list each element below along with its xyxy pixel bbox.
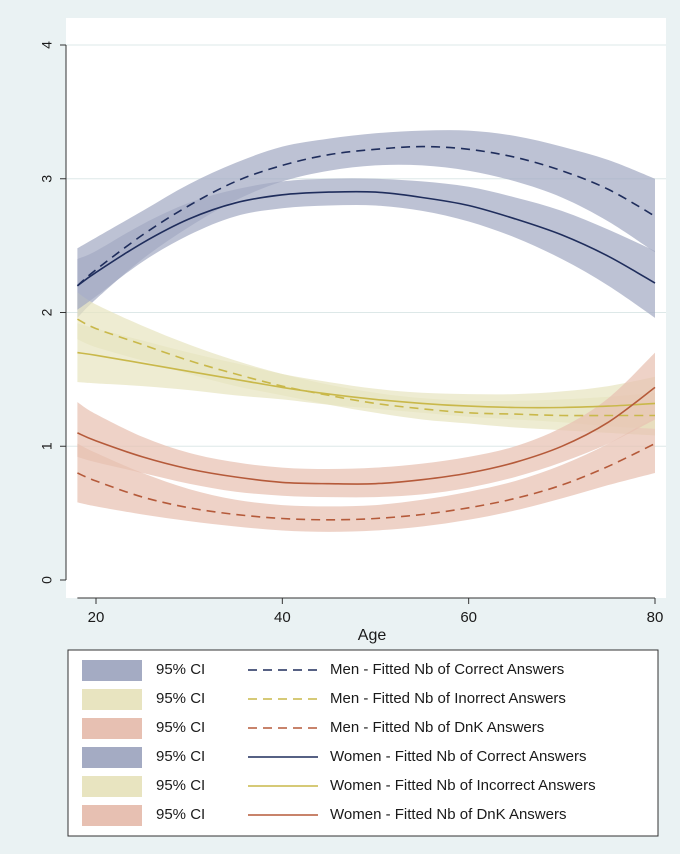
legend-ci-label: 95% CI [156, 690, 205, 707]
legend-series-label: Men - Fitted Nb of Inorrect Answers [330, 690, 566, 707]
legend-ci-label: 95% CI [156, 748, 205, 765]
x-axis-label: Age [358, 627, 387, 644]
legend-ci-swatch [82, 660, 142, 681]
legend-ci-swatch [82, 776, 142, 797]
legend-ci-swatch [82, 689, 142, 710]
x-tick-label: 80 [647, 609, 664, 626]
y-tick-label: 2 [39, 308, 55, 316]
legend-box [67, 649, 659, 837]
legend: 95% CI Men - Fitted Nb of Correct Answers… [67, 649, 659, 837]
x-tick-label: 60 [460, 609, 477, 626]
fitted-line-3 [76, 190, 656, 287]
legend-series-label: Women - Fitted Nb of DnK Answers [330, 806, 566, 823]
ci-band-5 [77, 352, 655, 498]
fitted-line-5 [77, 386, 656, 485]
ci-band-4 [77, 323, 655, 429]
confidence-bands [77, 130, 655, 532]
legend-ci-label: 95% CI [156, 806, 205, 823]
y-tick-label: 4 [39, 41, 55, 49]
legend-ci-label: 95% CI [156, 777, 205, 794]
ci-band-2 [77, 416, 655, 532]
legend-ci-swatch [82, 718, 142, 739]
y-tick-label: 0 [39, 576, 55, 584]
y-tick-label: 1 [39, 442, 55, 450]
axes: 0 1 2 3 4 20 40 60 80 [39, 41, 664, 626]
legend-ci-swatch [82, 747, 142, 768]
ci-band-0 [77, 130, 655, 318]
legend-series-label: Women - Fitted Nb of Correct Answers [330, 748, 586, 765]
legend-ci-label: 95% CI [156, 719, 205, 736]
x-tick-label: 40 [274, 609, 291, 626]
legend-ci-swatch [82, 805, 142, 826]
fitted-lines [76, 145, 656, 521]
legend-ci-label: 95% CI [156, 661, 205, 678]
legend-series-label: Men - Fitted Nb of DnK Answers [330, 719, 544, 736]
ci-band-3 [77, 178, 655, 318]
legend-series-label: Men - Fitted Nb of Correct Answers [330, 661, 564, 678]
fitted-line-1 [77, 318, 656, 417]
fitted-line-4 [77, 351, 656, 409]
y-tick-label: 3 [39, 175, 55, 183]
x-tick-label: 20 [88, 609, 105, 626]
legend-series-label: Women - Fitted Nb of Incorrect Answers [330, 777, 596, 794]
